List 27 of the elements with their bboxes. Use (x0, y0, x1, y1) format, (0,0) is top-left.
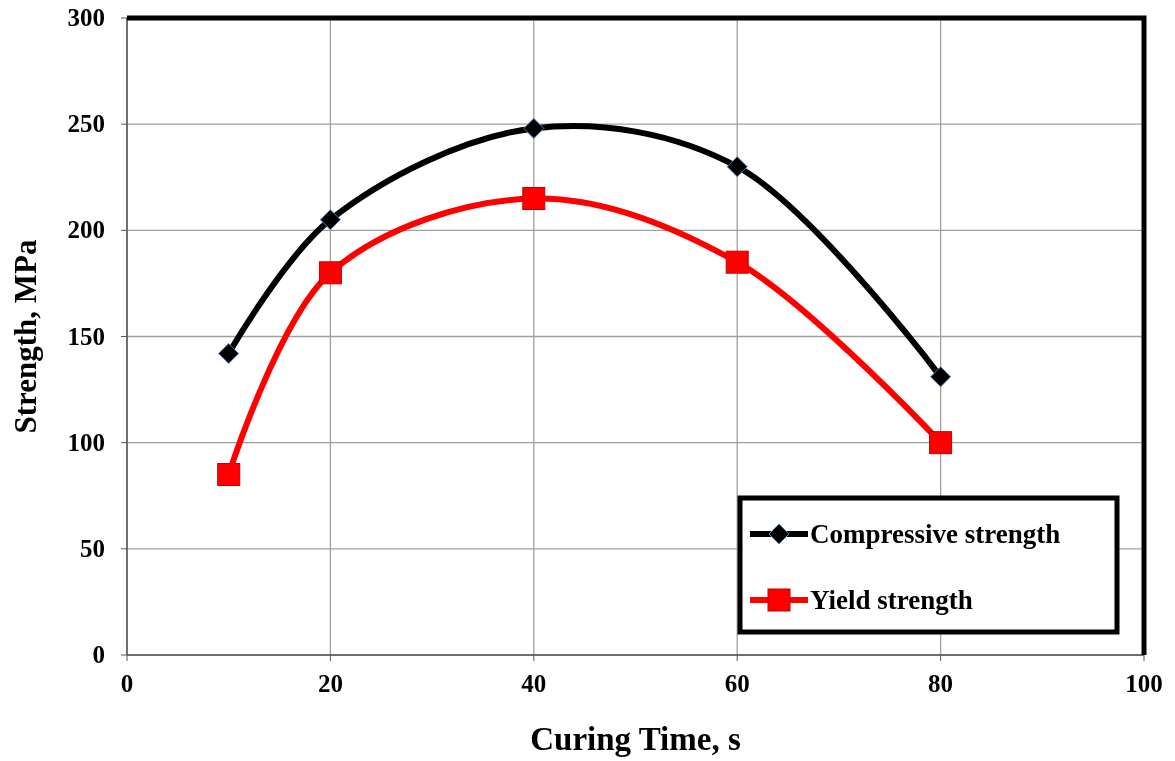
point (522, 186, 546, 210)
point (523, 117, 545, 139)
y-tick-label: 50 (80, 534, 105, 562)
y-tick-label: 250 (67, 110, 105, 138)
point (930, 366, 952, 388)
y-tick-label: 0 (92, 641, 105, 668)
x-tick-label: 60 (724, 670, 750, 697)
point (218, 342, 240, 364)
x-tick-label: 20 (317, 670, 343, 697)
x-tick-label: 80 (928, 670, 954, 697)
legend-label: Compressive strength (810, 519, 1061, 549)
legend-label: Yield strength (810, 585, 973, 615)
y-axis-title: Strength, MPa (8, 238, 43, 434)
point (725, 250, 749, 274)
point (726, 156, 748, 178)
point (319, 209, 341, 231)
x-tick-label: 0 (120, 670, 134, 697)
y-tick-label: 200 (67, 216, 105, 244)
y-tick-label: 150 (67, 322, 105, 350)
y-tick-label: 300 (67, 4, 105, 31)
point (318, 261, 342, 285)
x-tick-label: 100 (1125, 670, 1163, 697)
point (929, 431, 953, 455)
y-tick-label: 100 (67, 428, 105, 456)
x-tick-label: 40 (521, 670, 547, 697)
x-axis-title: Curing Time, s (530, 721, 741, 757)
point (217, 463, 241, 487)
